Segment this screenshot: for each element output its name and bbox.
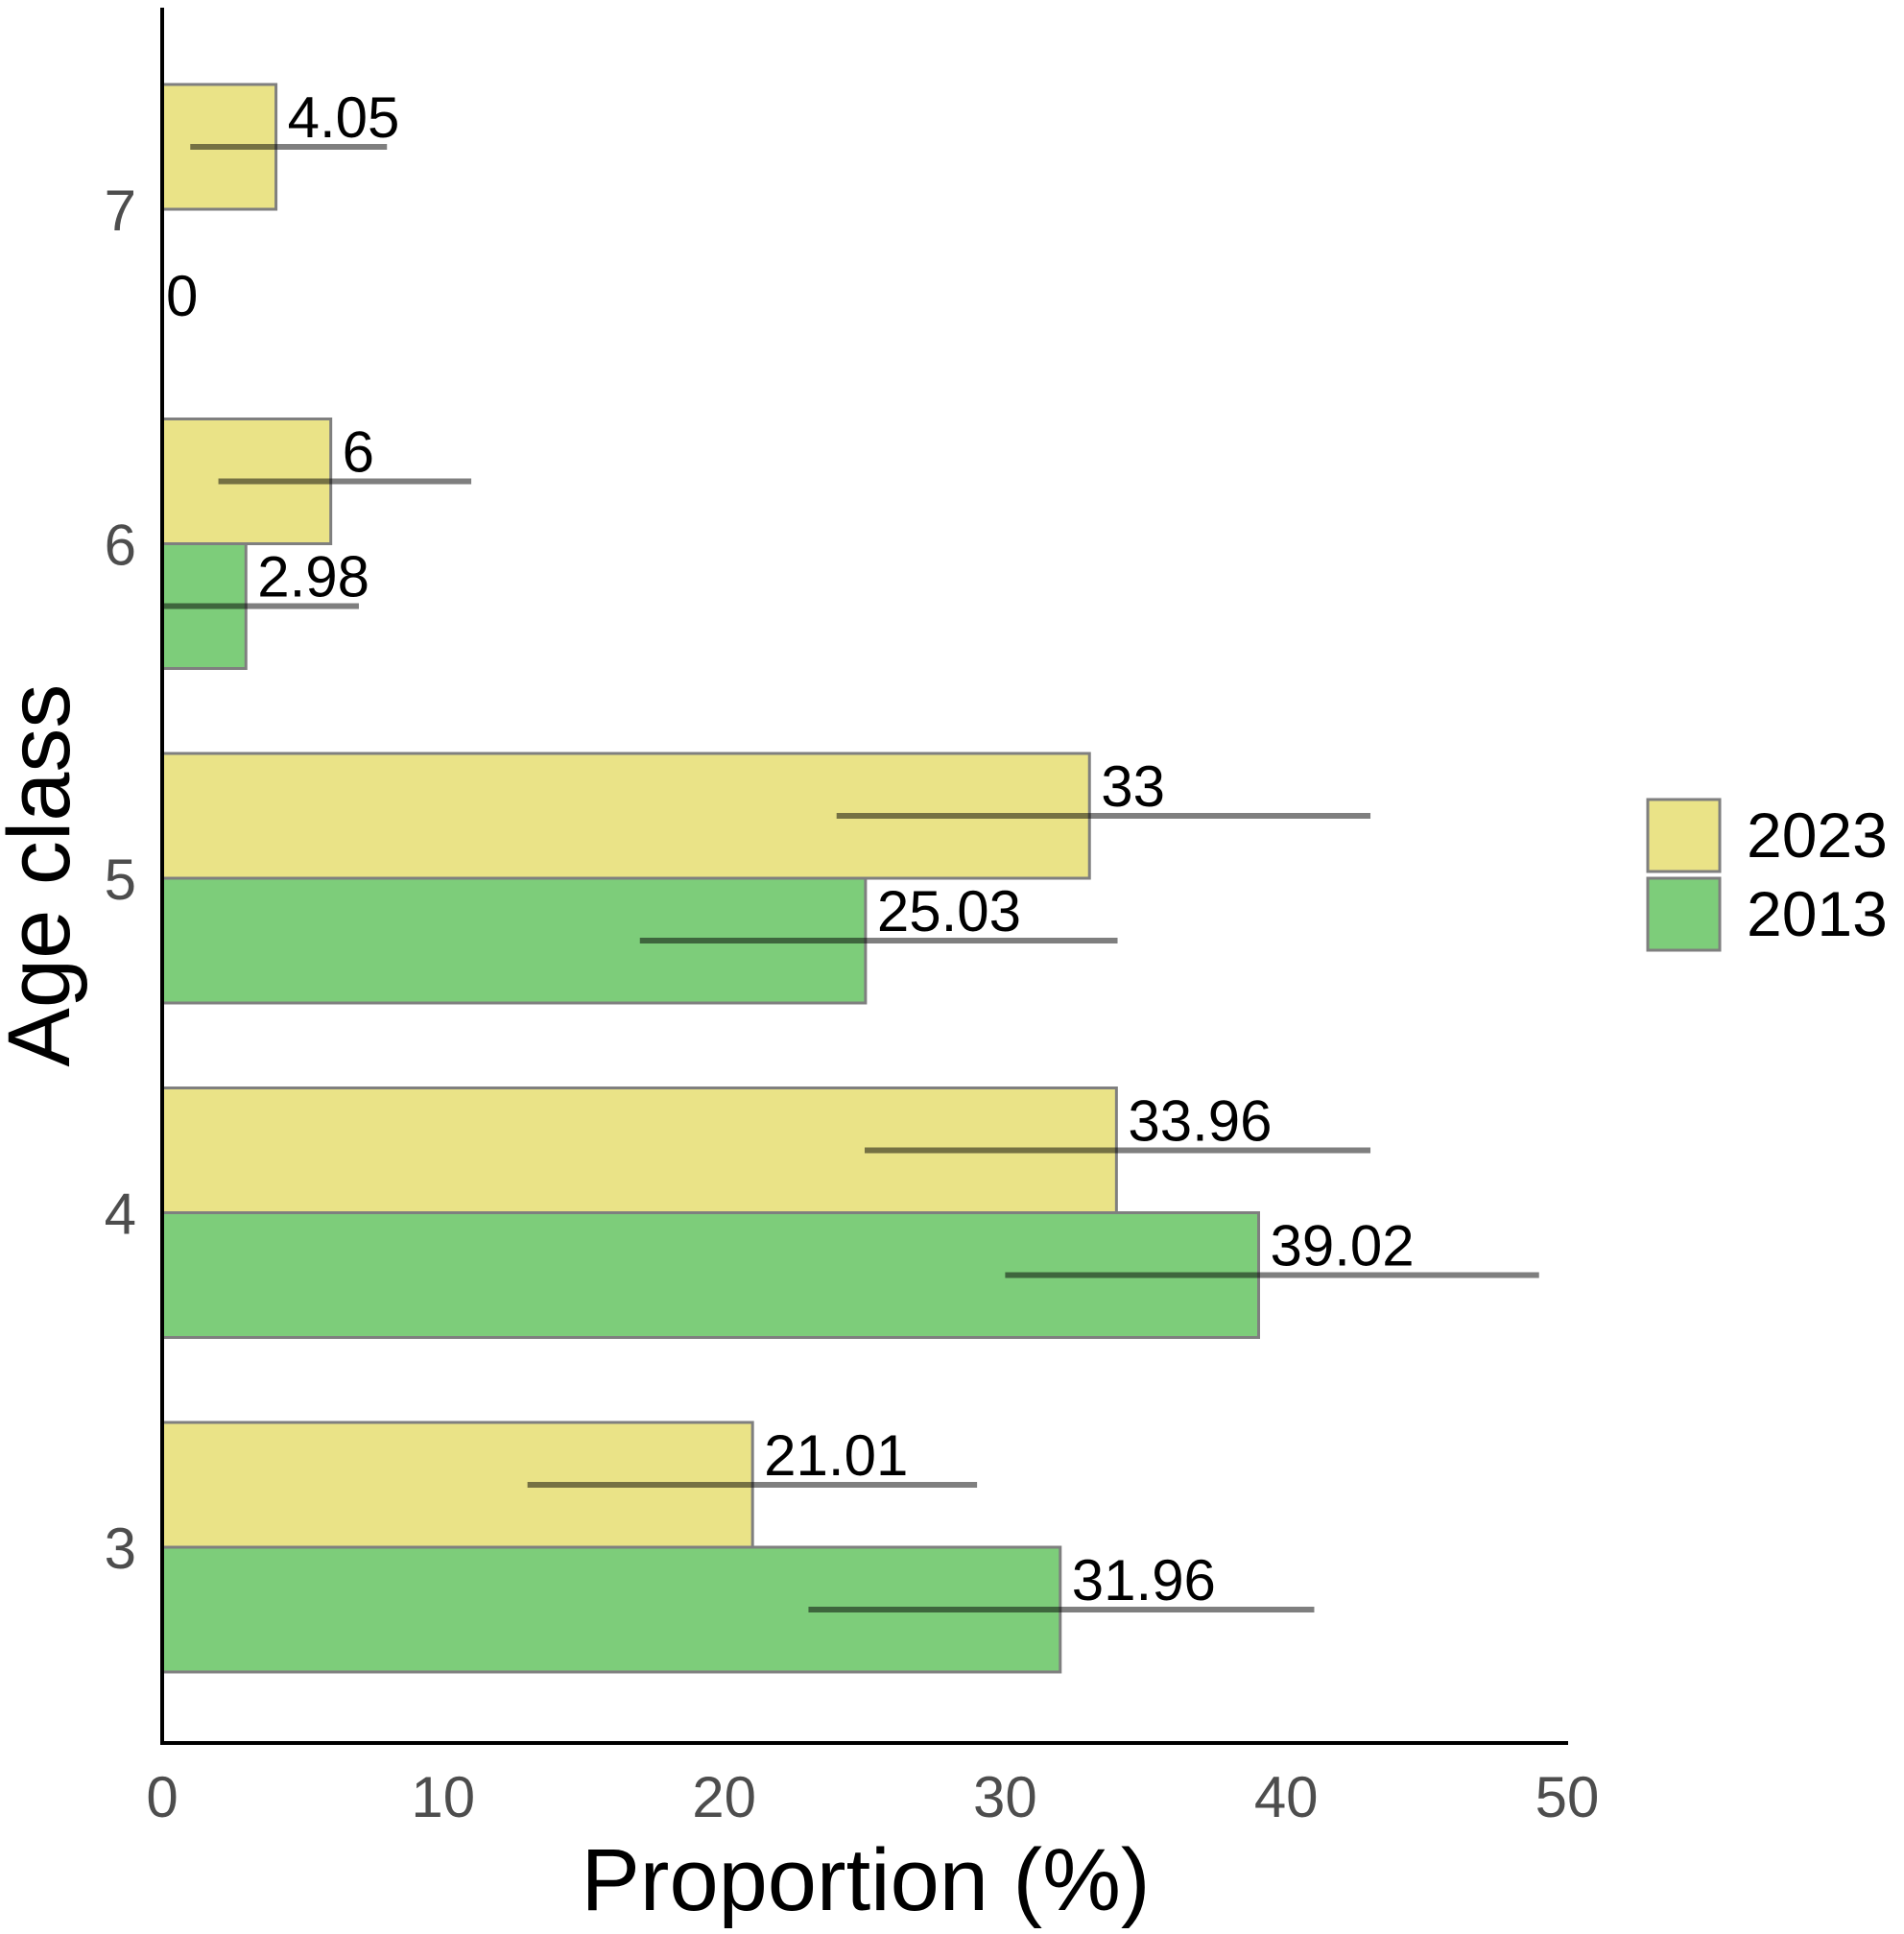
bar-label-2023-age-3: 21.01: [764, 1423, 908, 1488]
axes-layer: [160, 8, 1568, 1745]
x-tick-label-20: 20: [692, 1765, 756, 1829]
bar-label-2013-age-7: 0: [166, 264, 198, 328]
x-axis-title: Proportion (%): [581, 1831, 1150, 1929]
x-tick-label-50: 50: [1535, 1765, 1600, 1829]
bar-labels-layer: 21.01 31.96 33.96 39.02 33 25.03 6 2.98 4.05 0: [166, 85, 1415, 1612]
bar-label-2013-age-5: 25.03: [877, 879, 1021, 943]
y-tick-label-3: 3: [105, 1516, 136, 1581]
x-tick-label-0: 0: [146, 1765, 178, 1829]
x-ticks-layer: 0 10 20 30 40 50: [146, 1765, 1599, 1829]
legend-label-2023: 2023: [1747, 800, 1888, 871]
bars-layer: [160, 83, 1261, 1674]
y-tick-label-5: 5: [105, 848, 136, 912]
bar-label-2013-age-3: 31.96: [1072, 1548, 1216, 1612]
x-tick-label-40: 40: [1254, 1765, 1319, 1829]
legend-swatch-2013: [1646, 876, 1722, 952]
bar-label-2013-age-6: 2.98: [257, 545, 369, 609]
y-axis-title: Age class: [0, 684, 88, 1067]
y-tick-label-7: 7: [105, 179, 136, 243]
y-tick-label-4: 4: [105, 1182, 136, 1247]
legend-label-2013: 2013: [1747, 878, 1888, 949]
y-tick-label-6: 6: [105, 513, 136, 578]
x-tick-label-10: 10: [411, 1765, 475, 1829]
bar-label-2013-age-4: 39.02: [1271, 1214, 1415, 1278]
legend-swatch-2023: [1646, 798, 1722, 873]
bar-label-2023-age-7: 4.05: [288, 85, 400, 150]
error-bars-layer: [162, 144, 1539, 1612]
bar-label-2023-age-4: 33.96: [1128, 1089, 1272, 1154]
x-tick-label-30: 30: [973, 1765, 1037, 1829]
bar-label-2023-age-5: 33: [1101, 754, 1165, 819]
bar-label-2023-age-6: 6: [343, 420, 374, 485]
y-ticks-layer: 3 4 5 6 7: [105, 179, 136, 1581]
